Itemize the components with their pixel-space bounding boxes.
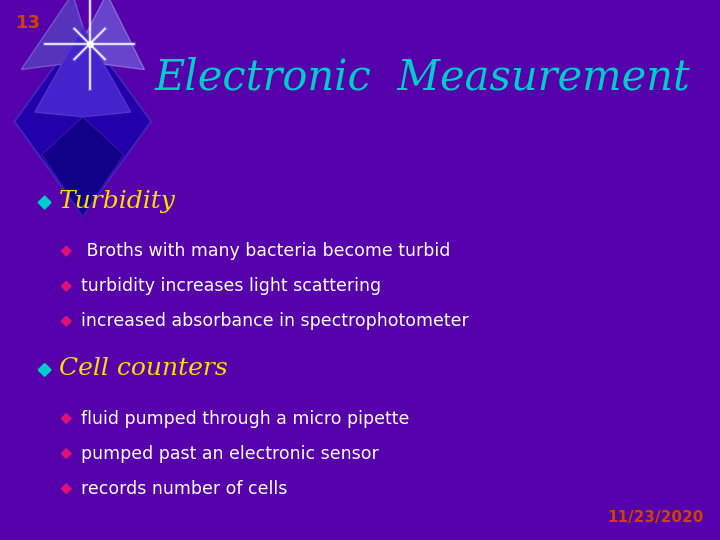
Text: Electronic  Measurement: Electronic Measurement (155, 57, 690, 99)
Polygon shape (35, 27, 131, 117)
Polygon shape (61, 281, 71, 291)
Text: records number of cells: records number of cells (81, 480, 287, 498)
Polygon shape (61, 316, 71, 326)
Polygon shape (61, 246, 71, 256)
Text: 11/23/2020: 11/23/2020 (608, 510, 704, 525)
Text: pumped past an electronic sensor: pumped past an electronic sensor (81, 444, 379, 463)
Text: Cell counters: Cell counters (59, 357, 228, 380)
Polygon shape (61, 449, 71, 458)
Text: Broths with many bacteria become turbid: Broths with many bacteria become turbid (81, 242, 450, 260)
Polygon shape (38, 196, 51, 209)
Text: fluid pumped through a micro pipette: fluid pumped through a micro pipette (81, 409, 409, 428)
Text: increased absorbance in spectrophotometer: increased absorbance in spectrophotomete… (81, 312, 469, 330)
Text: turbidity increases light scattering: turbidity increases light scattering (81, 277, 381, 295)
Polygon shape (14, 27, 151, 216)
Text: 13: 13 (16, 14, 41, 31)
Polygon shape (61, 484, 71, 494)
Polygon shape (73, 0, 145, 70)
Polygon shape (42, 117, 124, 216)
Polygon shape (22, 0, 93, 70)
Polygon shape (38, 363, 51, 376)
Text: Turbidity: Turbidity (59, 190, 176, 213)
Polygon shape (61, 414, 71, 423)
